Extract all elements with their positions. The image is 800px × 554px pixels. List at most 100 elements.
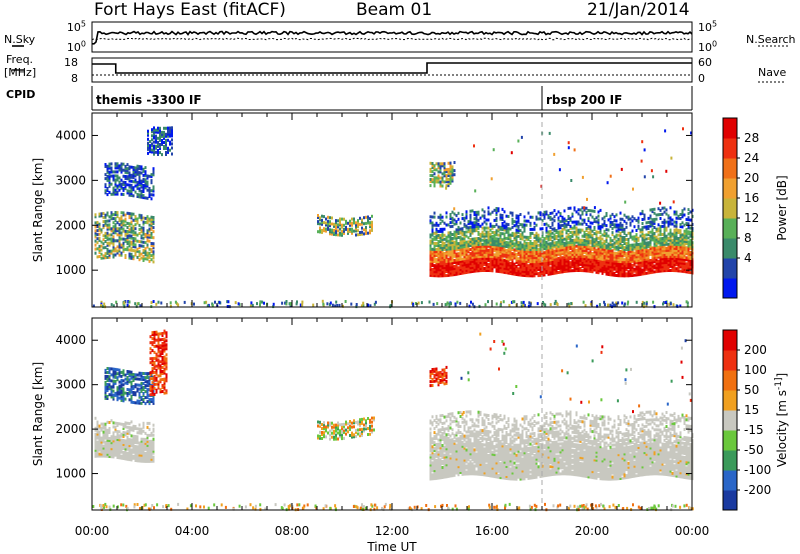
echo-cell — [120, 374, 123, 378]
echo-cell — [144, 457, 147, 461]
echo-cell — [675, 267, 678, 271]
echo-cell — [563, 262, 566, 265]
echo-cell — [118, 446, 121, 450]
echo-cell — [136, 168, 139, 172]
echo-cell — [609, 271, 612, 275]
echo-cell — [155, 150, 157, 154]
near-range-cell — [510, 300, 513, 304]
echo-cell — [475, 241, 478, 245]
echo-cell — [108, 441, 111, 444]
echo-cell — [345, 221, 347, 225]
echo-cell — [138, 423, 141, 427]
echo-cell — [457, 248, 460, 252]
echo-cell — [575, 230, 578, 234]
echo-cell — [615, 225, 618, 229]
echo-cell — [124, 219, 127, 223]
echo-cell — [517, 245, 520, 248]
echo-cell — [429, 247, 432, 251]
echo-cell — [601, 263, 604, 267]
echo-cell — [144, 170, 147, 174]
echo-cell — [685, 256, 688, 260]
echo-cell — [136, 221, 139, 225]
echo-cell — [144, 184, 147, 188]
echo-cell — [140, 447, 143, 451]
echo-cell — [493, 245, 496, 249]
echo-cell — [439, 184, 442, 188]
echo-cell — [509, 270, 512, 273]
colorbar-segment — [723, 278, 737, 299]
echo-cell — [669, 269, 672, 272]
echo-cell — [663, 224, 666, 228]
echo-cell — [557, 232, 560, 236]
echo-cell — [633, 253, 636, 257]
echo-cell — [505, 245, 508, 248]
echo-cell — [649, 246, 652, 250]
echo-cell — [583, 240, 586, 244]
echo-cell — [583, 259, 586, 263]
echo-cell — [529, 268, 532, 272]
echo-cell — [631, 215, 634, 219]
echo-cell — [503, 226, 506, 230]
echo-cell — [513, 232, 516, 236]
echo-cell — [112, 379, 115, 383]
echo-cell — [367, 217, 369, 221]
echo-cell — [565, 257, 568, 261]
echo-cell — [527, 250, 530, 253]
echo-cell — [126, 447, 129, 451]
echo-cell — [128, 430, 131, 434]
echo-cell — [667, 260, 670, 264]
echo-cell — [152, 189, 155, 193]
echo-cell — [557, 218, 560, 222]
echo-cell — [493, 257, 496, 261]
echo-cell — [525, 249, 528, 253]
echo-cell — [641, 244, 644, 248]
echo-cell — [469, 254, 472, 258]
echo-cell — [132, 442, 135, 446]
echo-cell — [621, 260, 624, 264]
echo-cell — [120, 444, 123, 448]
echo-cell — [591, 221, 594, 225]
echo-cell — [527, 274, 530, 278]
echo-cell — [94, 436, 97, 440]
echo-cell — [543, 271, 546, 275]
echo-cell — [122, 229, 125, 233]
echo-cell — [445, 239, 448, 243]
echo-cell — [637, 273, 640, 277]
echo-cell — [515, 248, 518, 252]
colorbar-tick-label: 8 — [744, 231, 752, 245]
echo-cell — [441, 172, 444, 176]
echo-cell — [557, 226, 560, 230]
echo-cell — [465, 210, 468, 214]
echo-cell — [595, 244, 598, 248]
echo-cell — [110, 166, 113, 170]
echo-cell — [579, 216, 582, 220]
echo-cell — [485, 258, 488, 262]
echo-cell — [527, 258, 530, 262]
echo-cell — [465, 240, 468, 244]
echo-cell — [669, 254, 672, 258]
near-range-cell — [205, 300, 208, 304]
echo-cell — [124, 445, 127, 449]
echo-cell — [677, 243, 680, 247]
power-panel-frame — [91, 112, 693, 308]
echo-cell — [523, 270, 526, 273]
echo-cell — [533, 270, 536, 274]
echo-cell — [485, 256, 488, 260]
echo-cell — [118, 229, 121, 233]
echo-cell — [677, 269, 680, 273]
echo-cell — [607, 228, 610, 232]
echo-cell — [122, 186, 125, 190]
echo-cell — [351, 227, 353, 231]
echo-cell — [521, 225, 524, 229]
echo-cell — [531, 250, 534, 254]
velocity-echo-group — [92, 329, 694, 512]
echo-cell — [477, 261, 480, 265]
echo-cell — [599, 243, 602, 247]
echo-cell — [471, 243, 474, 247]
echo-cell — [623, 270, 626, 274]
near-range-cell — [635, 300, 638, 304]
echo-cell — [577, 228, 580, 232]
echo-cell — [687, 256, 690, 260]
echo-cell — [507, 255, 510, 259]
echo-cell — [671, 256, 674, 260]
